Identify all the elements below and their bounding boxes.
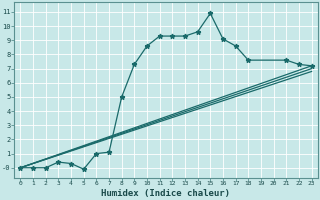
X-axis label: Humidex (Indice chaleur): Humidex (Indice chaleur) bbox=[101, 189, 230, 198]
